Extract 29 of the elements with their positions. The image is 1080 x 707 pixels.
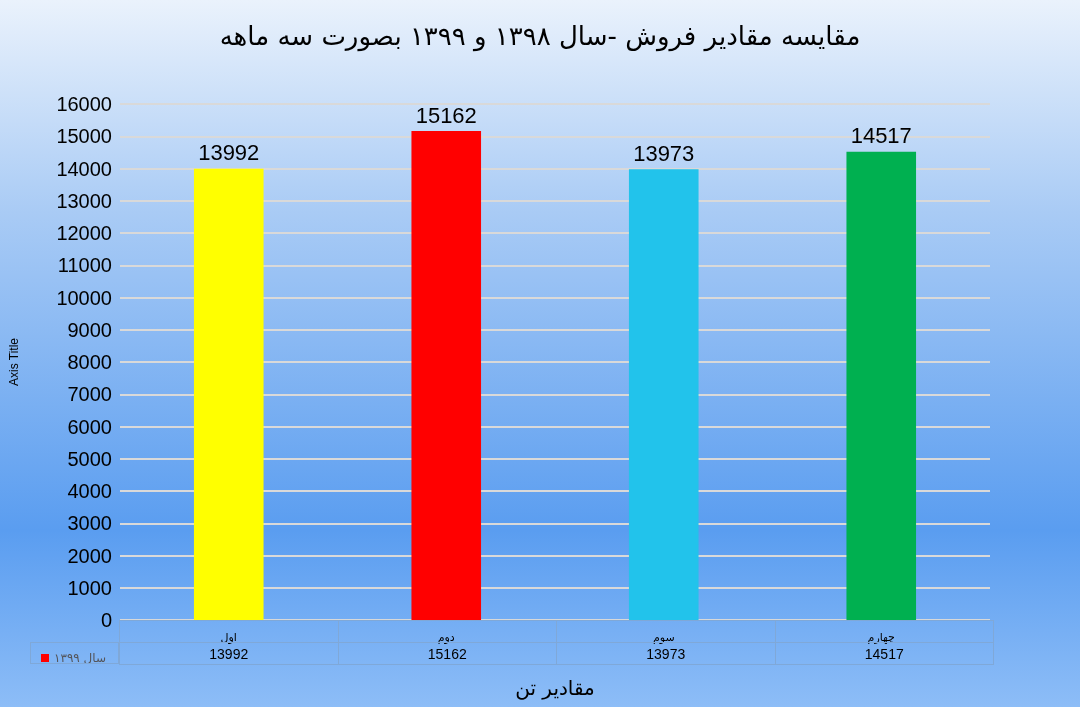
x-tick-label: سوم	[652, 630, 675, 644]
y-tick-label: 7000	[67, 383, 112, 406]
y-axis-title: Axis Title	[7, 337, 21, 387]
y-tick-label: 6000	[67, 415, 112, 438]
y-tick-label: 9000	[67, 318, 112, 341]
y-tick-label: 5000	[67, 447, 112, 470]
y-tick-label: 3000	[67, 512, 112, 535]
data-label: 13973	[633, 140, 695, 166]
y-tick-label: 12000	[56, 222, 112, 244]
text: 15162	[338, 642, 557, 665]
y-tick-label: 10000	[56, 286, 112, 309]
y-tick-label: 16000	[56, 93, 112, 115]
y-tick-label: 8000	[67, 351, 112, 373]
y-tick-label: 1000	[67, 576, 112, 599]
y-tick-label: 0	[100, 609, 112, 631]
text: 13992	[119, 642, 338, 665]
chart-title: مقایسه مقادیر فروش -سال ۱۳۹۸ و ۱۳۹۹ بصورت سه ماهه	[219, 21, 861, 52]
text: 14517	[775, 642, 994, 665]
data-label: 15162	[415, 102, 477, 128]
y-tick-label: 11000	[57, 254, 112, 277]
data-label: 13992	[198, 140, 260, 166]
text: 13973	[556, 642, 775, 665]
y-tick-label: 13000	[56, 189, 112, 212]
y-tick-label: 15000	[56, 125, 112, 148]
y-tick-label: 4000	[67, 480, 112, 502]
y-tick-label: 2000	[67, 544, 112, 567]
x-axis-title: مقادیر تن	[515, 676, 595, 700]
y-tick-label: 14000	[56, 157, 112, 180]
data-label: 14517	[850, 123, 912, 149]
